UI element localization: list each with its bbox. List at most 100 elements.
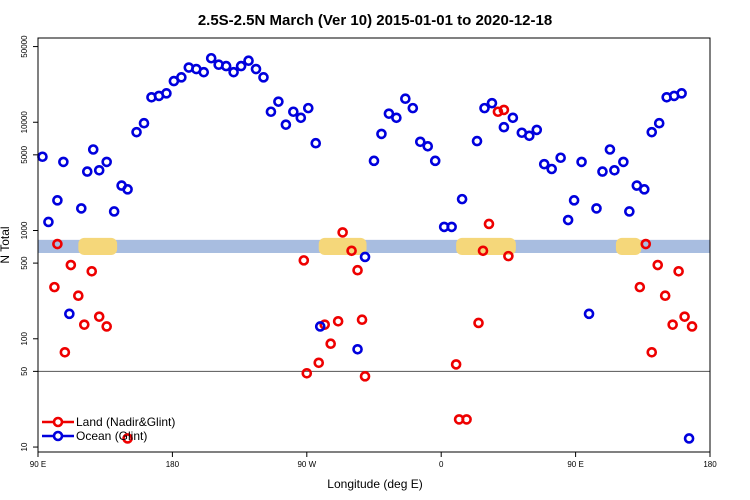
land-point: [73, 290, 84, 301]
ocean-point: [131, 126, 142, 138]
y-tick-label: 10: [20, 442, 29, 451]
land-ocean-band: [38, 237, 710, 255]
ocean-point: [161, 88, 172, 99]
x-tick-label: 180: [166, 460, 180, 469]
axes: 90 E 180 90 W 0 90 E 180 10 50 100 500 1000 5000 100…: [20, 35, 717, 469]
land-point: [301, 367, 313, 379]
ocean-point: [524, 130, 535, 142]
ocean-point: [205, 52, 217, 64]
ocean-point: [422, 140, 434, 152]
ocean-point: [638, 184, 650, 195]
land-point: [450, 359, 462, 370]
land-point: [640, 238, 652, 250]
ocean-point: [101, 156, 112, 168]
legend: Land (Nadir&Glint)Ocean (Glint): [42, 415, 175, 443]
ocean-point: [295, 112, 307, 124]
ocean-point: [414, 136, 426, 148]
land-point: [101, 321, 112, 332]
chart-title: 2.5S-2.5N March (Ver 10) 2015-01-01 to 2…: [198, 12, 552, 29]
land-point: [65, 259, 77, 271]
ocean-point: [391, 112, 402, 124]
ocean-point: [609, 164, 620, 176]
ocean-point: [250, 63, 262, 75]
land-point: [313, 357, 325, 369]
ocean-point: [352, 343, 363, 355]
ocean-point: [383, 108, 395, 119]
ocean-point: [479, 102, 490, 114]
y-tick-label: 1000: [20, 221, 29, 239]
x-tick-label: 180: [703, 460, 717, 469]
ocean-point: [280, 119, 292, 130]
ocean-point: [314, 321, 326, 332]
ocean-point: [471, 135, 483, 147]
land-point: [59, 347, 71, 358]
land-point: [49, 281, 60, 293]
ocean-point: [138, 117, 150, 129]
x-tick-label: 90 W: [297, 460, 316, 469]
y-tick-label: 50: [20, 366, 29, 375]
ocean-point: [646, 126, 658, 138]
land-point: [673, 266, 684, 277]
ocean-point: [531, 124, 543, 136]
ocean-point: [122, 184, 133, 195]
land-point: [477, 245, 489, 257]
land-point: [473, 317, 484, 329]
ocean-point: [676, 88, 687, 99]
x-tick-label: 90 E: [567, 460, 583, 469]
ocean-point: [76, 203, 87, 214]
ocean-point: [52, 195, 63, 206]
data-points: [37, 52, 698, 444]
ocean-point: [243, 55, 254, 67]
ocean-point: [93, 164, 105, 176]
ocean-point: [258, 72, 269, 83]
land-point: [122, 433, 133, 444]
land-point: [86, 266, 98, 277]
ocean-point: [407, 102, 419, 114]
land-point: [652, 259, 664, 271]
ocean-point: [624, 206, 635, 217]
land-point: [78, 319, 90, 330]
ocean-point: [562, 214, 574, 226]
land-point: [483, 218, 495, 230]
ocean-point: [64, 308, 75, 320]
ocean-point: [486, 97, 498, 109]
legend-label: Ocean (Glint): [76, 429, 147, 443]
land-point: [359, 371, 371, 382]
ocean-point: [400, 93, 411, 105]
ocean-point: [108, 206, 120, 217]
ocean-band: [38, 239, 710, 253]
ocean-point: [546, 163, 558, 175]
ocean-point: [58, 156, 69, 168]
x-tick-label: 0: [439, 460, 444, 469]
ocean-point: [235, 60, 247, 72]
y-axis-title: N Total: [0, 226, 12, 263]
land-segment: [615, 237, 642, 255]
legend-label: Land (Nadir&Glint): [76, 415, 175, 429]
ocean-point: [597, 166, 608, 177]
ocean-point: [568, 195, 580, 206]
land-point: [634, 281, 646, 293]
land-point: [461, 414, 472, 425]
x-tick-label: 90 E: [30, 460, 46, 469]
ocean-point: [429, 155, 441, 167]
ocean-point: [265, 106, 277, 118]
land-point: [686, 321, 698, 332]
ocean-point: [368, 155, 380, 167]
ocean-point: [591, 203, 602, 214]
land-point: [646, 347, 658, 358]
land-segment: [78, 237, 118, 255]
y-tick-label: 10000: [20, 111, 29, 134]
ocean-point: [376, 128, 387, 140]
land-series: [49, 104, 698, 444]
land-point: [298, 255, 310, 266]
y-tick-label: 50000: [20, 35, 29, 58]
ocean-point: [456, 193, 468, 205]
ocean-point: [288, 106, 299, 118]
ocean-point: [653, 117, 665, 129]
y-tick-label: 500: [20, 256, 29, 270]
land-point: [337, 227, 348, 238]
land-point: [346, 245, 357, 257]
ocean-point: [498, 121, 510, 133]
